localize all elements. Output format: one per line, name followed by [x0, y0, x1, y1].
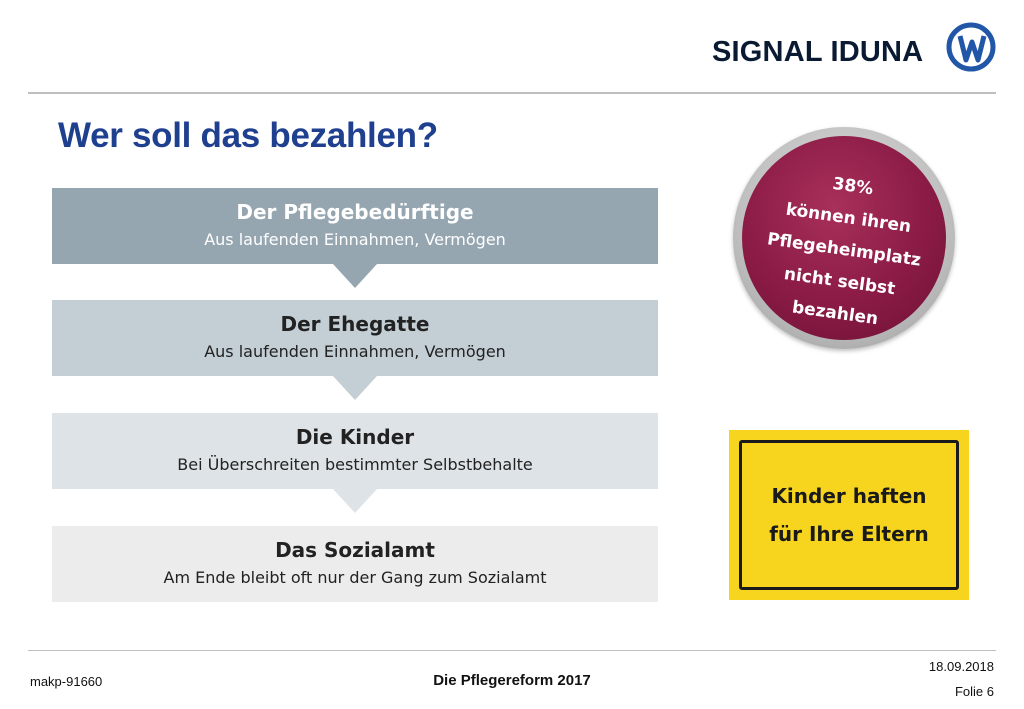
- step-subtext: Am Ende bleibt oft nur der Gang zum Sozi…: [163, 568, 547, 587]
- logo-wordmark: SIGNAL IDUNA: [712, 36, 924, 68]
- step-heading: Die Kinder: [295, 425, 415, 449]
- footer-divider: [28, 650, 996, 651]
- down-arrow-icon: [333, 376, 377, 400]
- header-divider: [28, 92, 996, 94]
- sign-line: für Ihre Eltern: [769, 522, 929, 546]
- sign-border: Kinder haften für Ihre Eltern: [739, 440, 959, 590]
- document-code: makp-91660: [30, 674, 103, 689]
- step-pflegebeduerftige: Der Pflegebedürftige Aus laufenden Einna…: [52, 188, 658, 264]
- step-subtext: Bei Überschreiten bestimmter Selbstbehal…: [177, 455, 533, 474]
- signal-iduna-logo: SIGNAL IDUNA: [712, 22, 1002, 78]
- down-arrow-icon: [333, 489, 377, 513]
- step-ehegatte: Der Ehegatte Aus laufenden Einnahmen, Ve…: [52, 300, 658, 376]
- footer-title: Die Pflegereform 2017: [433, 672, 591, 689]
- step-heading: Der Pflegebedürftige: [236, 200, 474, 224]
- percentage-badge: 38% können ihren Pflegeheimplatz nicht s…: [733, 127, 955, 349]
- sign-line: Kinder haften: [771, 484, 927, 508]
- down-arrow-icon: [333, 264, 377, 288]
- step-heading: Das Sozialamt: [275, 538, 435, 562]
- step-subtext: Aus laufenden Einnahmen, Vermögen: [204, 230, 506, 249]
- step-heading: Der Ehegatte: [280, 312, 430, 336]
- step-sozialamt: Das Sozialamt Am Ende bleibt oft nur der…: [52, 526, 658, 602]
- step-subtext: Aus laufenden Einnahmen, Vermögen: [204, 342, 506, 361]
- badge-face: 38% können ihren Pflegeheimplatz nicht s…: [742, 136, 946, 340]
- step-kinder: Die Kinder Bei Überschreiten bestimmter …: [52, 413, 658, 489]
- badge-text: 38% können ihren Pflegeheimplatz nicht s…: [732, 157, 956, 344]
- slide-number: Folie 6: [954, 684, 994, 699]
- signal-iduna-emblem-icon: [946, 22, 996, 72]
- warning-sign-image: Kinder haften für Ihre Eltern: [729, 430, 969, 600]
- footer-date: 18.09.2018: [928, 659, 994, 674]
- slide-title: Wer soll das bezahlen?: [58, 116, 438, 155]
